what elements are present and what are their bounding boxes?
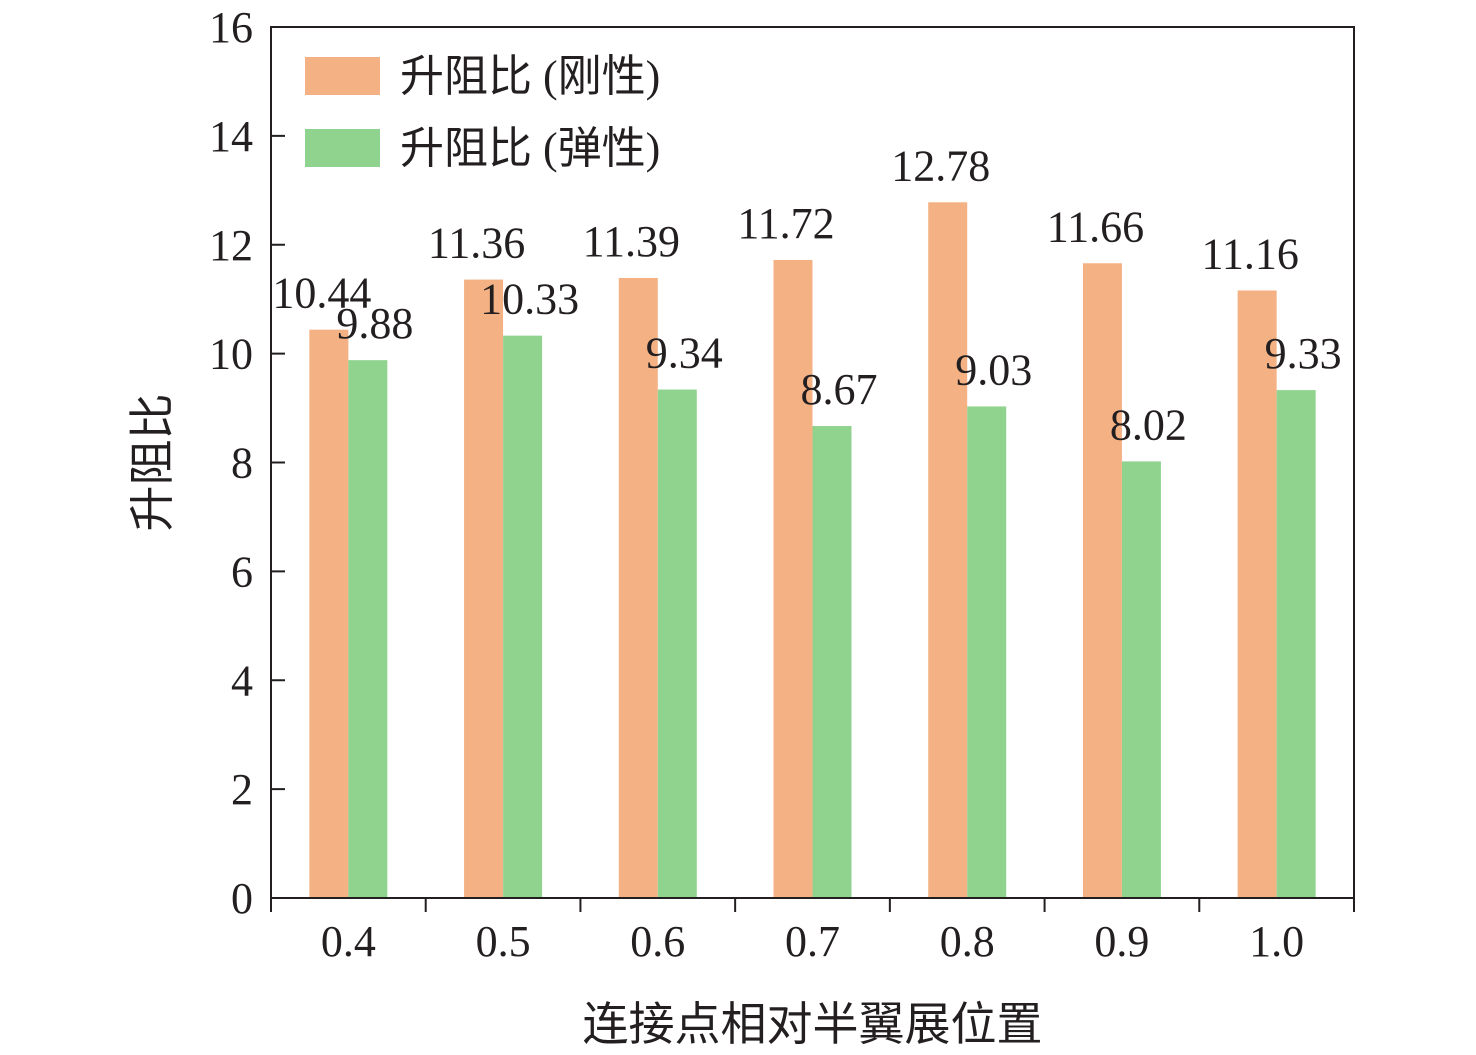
data-label-elastic-0.4: 9.88 [336, 299, 413, 348]
legend-label-elastic: 升阻比 (弹性) [400, 124, 660, 173]
data-label-elastic-0.9: 8.02 [1110, 400, 1187, 449]
y-tick-label-16: 16 [209, 3, 253, 52]
bar-elastic-0.4 [348, 360, 388, 899]
bars-layer [309, 202, 1316, 899]
bar-rigid-0.9 [1082, 263, 1122, 898]
data-label-rigid-0.9: 11.66 [1047, 202, 1144, 251]
data-label-rigid-0.5: 11.36 [428, 219, 525, 268]
y-tick-label-6: 6 [231, 547, 253, 596]
x-tick-label-1.0: 1.0 [1249, 917, 1304, 966]
bar-elastic-1.0 [1276, 390, 1316, 898]
x-axis-title: 连接点相对半翼展位置 [583, 999, 1043, 1050]
y-axis-title: 升阻比 [127, 394, 178, 532]
data-label-rigid-0.4: 10.44 [272, 269, 371, 318]
data-label-elastic-0.5: 10.33 [480, 275, 579, 324]
bar-rigid-0.7 [773, 259, 813, 898]
data-label-elastic-0.6: 9.34 [646, 329, 723, 378]
x-tick-label-0.4: 0.4 [321, 917, 376, 966]
bar-rigid-0.6 [618, 277, 658, 898]
bar-elastic-0.8 [967, 406, 1007, 898]
data-label-elastic-0.8: 9.03 [955, 345, 1032, 394]
legend: 升阻比 (刚性) 升阻比 (弹性) [305, 52, 660, 173]
x-tick-label-0.6: 0.6 [630, 917, 685, 966]
legend-label-rigid: 升阻比 (刚性) [400, 52, 660, 101]
data-label-elastic-1.0: 9.33 [1265, 329, 1342, 378]
legend-swatch-rigid [305, 57, 380, 95]
x-tick-label-0.5: 0.5 [476, 917, 531, 966]
bar-rigid-1.0 [1237, 290, 1277, 898]
x-tick-label-0.7: 0.7 [785, 917, 840, 966]
bar-elastic-0.7 [812, 426, 852, 898]
x-tick-label-0.9: 0.9 [1094, 917, 1149, 966]
y-tick-label-0: 0 [231, 874, 253, 923]
data-label-rigid-0.6: 11.39 [583, 217, 680, 266]
y-tick-label-10: 10 [209, 330, 253, 379]
data-label-rigid-0.8: 12.78 [891, 141, 990, 190]
y-tick-label-4: 4 [231, 656, 253, 705]
y-tick-label-12: 12 [209, 221, 253, 270]
bar-elastic-0.5 [503, 335, 543, 898]
bar-elastic-0.9 [1121, 461, 1161, 898]
data-label-rigid-1.0: 11.16 [1201, 229, 1298, 278]
bar-rigid-0.8 [928, 202, 968, 898]
data-label-rigid-0.7: 11.72 [737, 199, 834, 248]
x-tick-label-0.8: 0.8 [940, 917, 995, 966]
y-tick-label-8: 8 [231, 439, 253, 488]
data-label-elastic-0.7: 8.67 [801, 365, 878, 414]
y-tick-label-14: 14 [209, 112, 253, 161]
axes-layer: 0 2 4 6 8 10 12 14 16 0.4 0.5 0.6 0.7 0.8 0.9 1.0 [209, 3, 1355, 966]
bar-rigid-0.5 [464, 279, 504, 899]
bar-rigid-0.4 [309, 329, 349, 898]
legend-swatch-elastic [305, 129, 380, 167]
bar-elastic-0.6 [657, 389, 697, 898]
y-tick-label-2: 2 [231, 765, 253, 814]
